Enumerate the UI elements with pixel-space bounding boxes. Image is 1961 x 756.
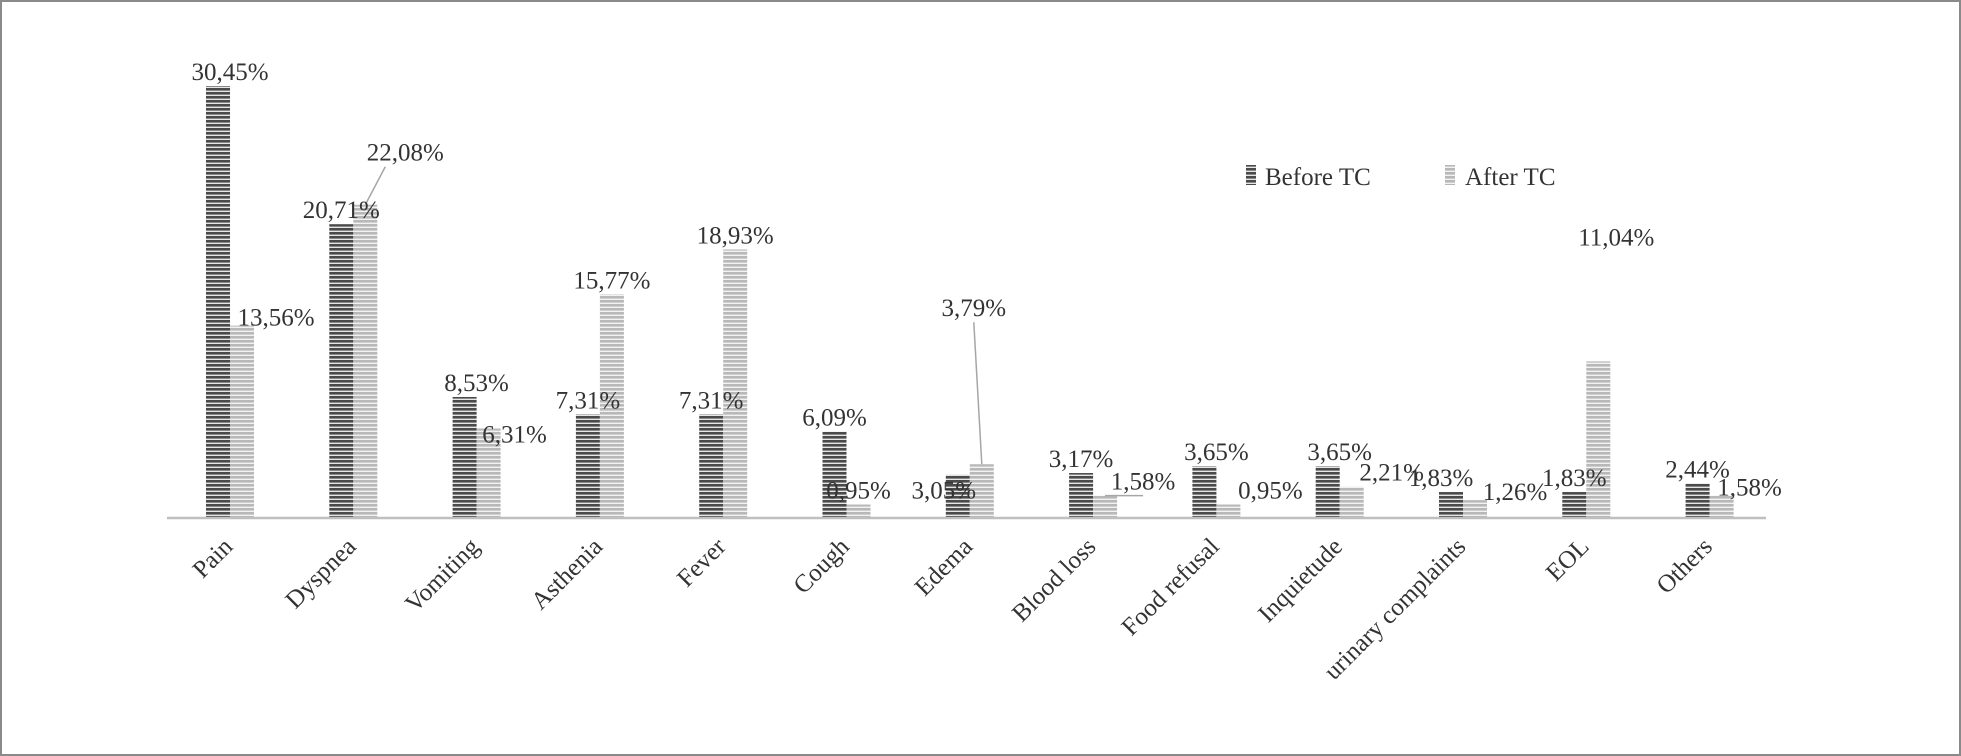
bar-before-tc-pain: [206, 86, 230, 518]
data-label-after-tc-asthenia: 15,77%: [573, 267, 650, 294]
legend-label-before: Before TC: [1265, 164, 1371, 191]
data-label-before-tc-asthenia: 7,31%: [556, 387, 621, 414]
x-tick-label-eol: EOL: [1541, 533, 1594, 586]
bars-group: [206, 86, 1734, 518]
data-label-after-tc-inquietude: 2,21%: [1359, 460, 1424, 487]
bar-before-tc-inquietude: [1315, 466, 1340, 518]
bar-before-tc-others: [1685, 483, 1710, 518]
bar-before-tc-urinary-complaints: [1439, 492, 1463, 518]
data-label-after-tc-edema: 3,79%: [942, 295, 1007, 322]
bar-after-tc-pain: [230, 325, 254, 518]
bar-after-tc-blood-loss: [1093, 495, 1118, 518]
bar-before-tc-eol: [1562, 492, 1587, 518]
bar-after-tc-food-refusal: [1216, 504, 1241, 518]
data-label-before-tc-blood-loss: 3,17%: [1049, 446, 1114, 473]
bar-before-tc-dyspnea: [329, 224, 354, 518]
data-label-before-tc-cough: 6,09%: [802, 405, 867, 432]
data-label-after-tc-dyspnea: 22,08%: [367, 140, 444, 167]
bar-after-tc-edema: [969, 464, 994, 518]
data-label-before-tc-food-refusal: 3,65%: [1184, 439, 1249, 466]
legend: Before TC After TC: [1246, 164, 1556, 191]
bar-after-tc-vomiting: [476, 428, 501, 518]
x-tick-label-others: Others: [1652, 533, 1718, 599]
data-label-before-tc-pain: 30,45%: [191, 59, 268, 86]
data-labels-group: 30,45% 13,56% 20,71% 22,08% 8,53% 6,31% 7,31% 1…: [191, 59, 1781, 506]
data-label-after-tc-food-refusal: 0,95%: [1238, 478, 1303, 505]
x-tick-label-vomiting: Vomiting: [400, 533, 485, 618]
leader-lines-group: [364, 166, 1144, 497]
data-label-after-tc-cough: 0,95%: [826, 478, 891, 505]
bar-after-tc-others: [1709, 495, 1734, 518]
data-label-before-tc-urinary-complaints: 1,83%: [1409, 465, 1474, 492]
data-label-after-tc-others: 1,58%: [1717, 475, 1782, 502]
x-tick-label-cough: Cough: [788, 533, 855, 600]
x-tick-label-blood-loss: Blood loss: [1007, 533, 1101, 627]
bar-after-tc-cough: [846, 504, 871, 518]
data-label-after-tc-urinary-complaints: 1,26%: [1483, 479, 1548, 506]
data-label-after-tc-fever: 18,93%: [697, 222, 774, 249]
bar-after-tc-dyspnea: [353, 204, 378, 518]
data-label-before-tc-eol: 1,83%: [1542, 465, 1607, 492]
bar-after-tc-fever: [723, 249, 748, 518]
x-tick-label-pain: Pain: [188, 533, 239, 584]
x-tick-label-inquietude: Inquietude: [1253, 533, 1348, 628]
bar-before-tc-fever: [699, 414, 724, 518]
bar-before-tc-food-refusal: [1192, 466, 1217, 518]
data-label-before-tc-inquietude: 3,65%: [1307, 439, 1372, 466]
bar-after-tc-eol: [1586, 361, 1611, 518]
bar-before-tc-asthenia: [575, 414, 600, 518]
x-tick-label-edema: Edema: [910, 533, 978, 601]
x-tick-labels-group: Pain Dyspnea Vomiting Asthenia Fever Cough Ede…: [188, 533, 1718, 686]
data-label-after-tc-eol: 11,04%: [1578, 224, 1654, 251]
x-tick-label-dyspnea: Dyspnea: [281, 533, 362, 614]
x-tick-label-fever: Fever: [672, 533, 732, 593]
bar-before-tc-edema: [945, 474, 970, 518]
bar-before-tc-blood-loss: [1069, 473, 1094, 518]
x-tick-label-food-refusal: Food refusal: [1117, 533, 1225, 641]
data-label-before-tc-vomiting: 8,53%: [444, 370, 509, 397]
bar-before-tc-vomiting: [452, 396, 477, 518]
data-label-after-tc-vomiting: 6,31%: [482, 421, 547, 448]
data-label-after-tc-pain: 13,56%: [237, 305, 314, 332]
leader-line-dyspnea: [364, 166, 386, 206]
data-label-before-tc-fever: 7,31%: [679, 387, 744, 414]
data-label-before-tc-dyspnea: 20,71%: [303, 197, 380, 224]
bar-after-tc-inquietude: [1339, 486, 1364, 518]
legend-swatch-before: [1246, 165, 1256, 185]
data-label-after-tc-blood-loss: 1,58%: [1111, 469, 1176, 496]
bar-before-tc-cough: [822, 431, 847, 518]
bar-after-tc-asthenia: [599, 294, 624, 518]
legend-swatch-after: [1445, 165, 1455, 185]
data-label-before-tc-others: 2,44%: [1665, 456, 1730, 483]
x-tick-label-asthenia: Asthenia: [526, 533, 608, 615]
leader-line-edema: [973, 322, 983, 465]
data-label-before-tc-edema: 3,05%: [912, 478, 977, 505]
bar-after-tc-urinary-complaints: [1463, 500, 1487, 518]
legend-label-after: After TC: [1465, 164, 1556, 191]
